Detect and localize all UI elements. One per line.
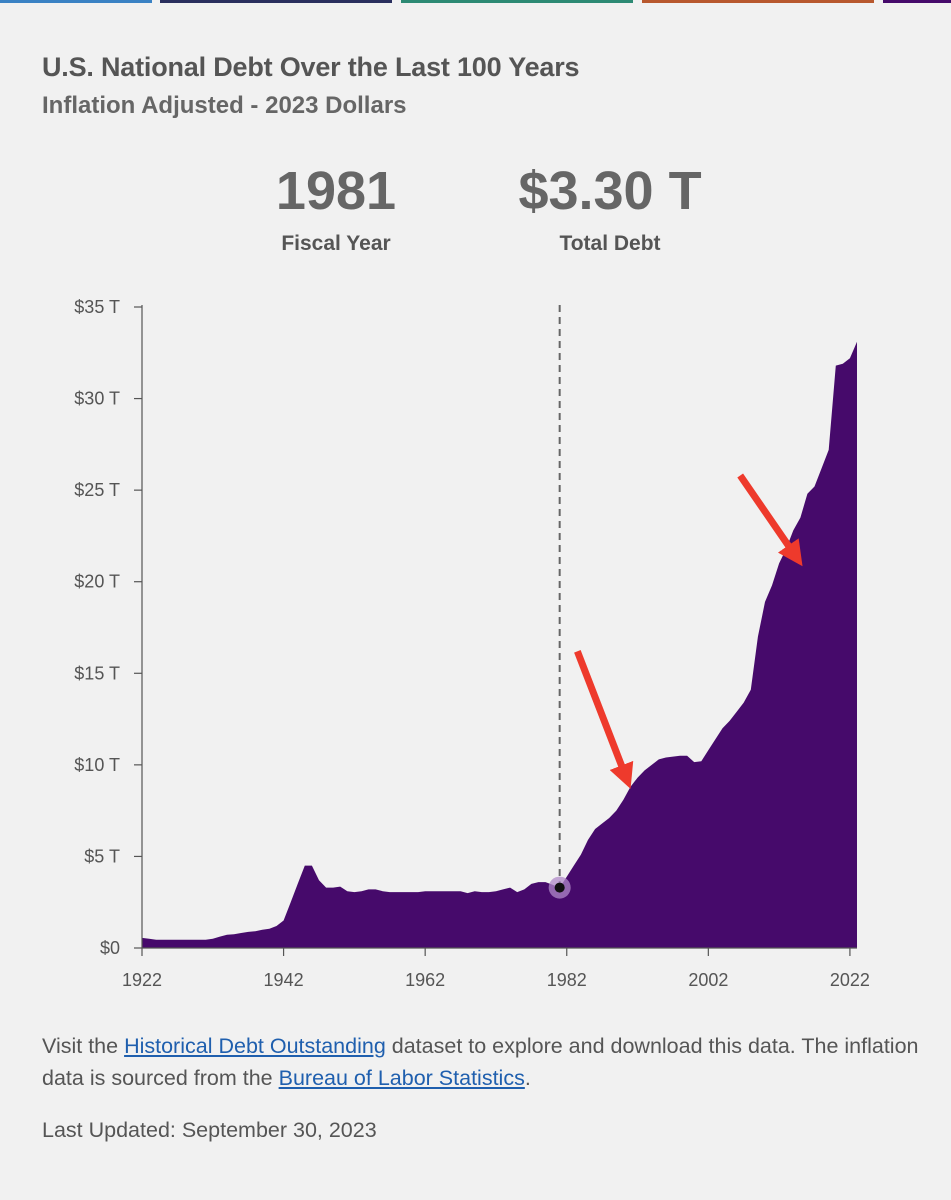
x-tick-label: 2022 [830,970,870,990]
y-tick-label: $25 T [74,480,120,500]
bureau-of-labor-statistics-link[interactable]: Bureau of Labor Statistics [278,1066,525,1090]
y-tick-label: $20 T [74,572,120,592]
fiscal-year-label: Fiscal Year [281,232,391,255]
footer-note: Visit the Historical Debt Outstanding da… [42,1030,922,1094]
top-color-bar [0,0,152,3]
y-tick-label: $0 [100,938,120,958]
annotation-arrow [574,650,634,789]
x-tick-label: 2002 [688,970,728,990]
y-tick-label: $30 T [74,389,120,409]
x-tick-label: 1942 [264,970,304,990]
top-color-bar [642,0,874,3]
total-debt-stat: $3.30 T Total Debt [480,158,740,256]
historical-debt-outstanding-link[interactable]: Historical Debt Outstanding [124,1034,386,1058]
total-debt-label: Total Debt [559,232,661,255]
last-updated-text: Last Updated: September 30, 2023 [42,1118,377,1142]
x-tick-label: 1982 [547,970,587,990]
top-color-bar [160,0,392,3]
y-tick-label: $35 T [74,297,120,317]
chart-title: U.S. National Debt Over the Last 100 Yea… [42,52,580,82]
x-tick-label: 1962 [405,970,445,990]
chart-subtitle: Inflation Adjusted - 2023 Dollars [42,92,407,119]
top-color-bar [401,0,633,3]
selected-point [554,882,565,893]
total-debt-value: $3.30 T [518,161,702,221]
fiscal-year-stat: 1981 Fiscal Year [236,158,436,256]
debt-area-chart[interactable]: $0 $5 T $10 T $15 T $20 T $25 T $30 T $35 T 1922… [0,280,951,1010]
footer-text: Visit the [42,1034,125,1058]
debt-area [142,341,857,948]
fiscal-year-value: 1981 [275,161,397,221]
x-tick-label: 1922 [122,970,162,990]
footer-text: dataset to explore and download this dat… [42,1034,919,1090]
y-tick-label: $5 T [84,846,120,866]
y-tick-label: $10 T [74,755,120,775]
y-tick-label: $15 T [74,663,120,683]
annotation-arrow [737,473,803,567]
top-color-bars [0,0,951,4]
footer-text: . [524,1066,531,1090]
top-color-bar [883,0,951,3]
